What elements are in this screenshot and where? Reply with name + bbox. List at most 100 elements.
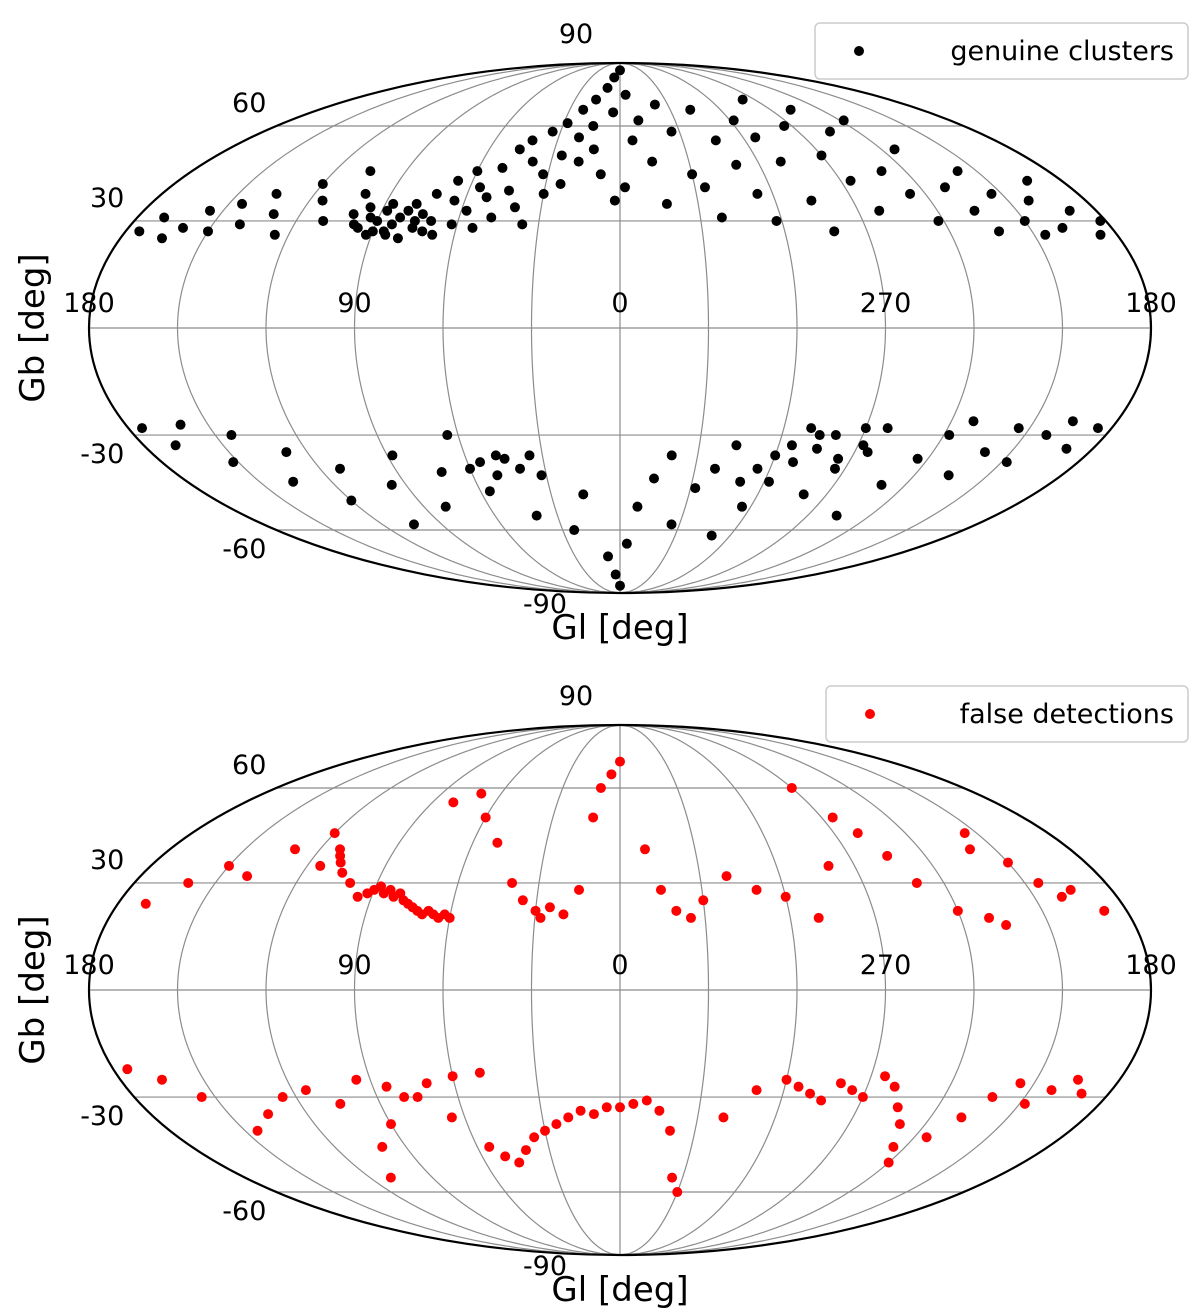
data-point xyxy=(386,1119,397,1130)
data-point xyxy=(751,1085,762,1096)
data-point xyxy=(474,1067,485,1078)
data-point xyxy=(806,423,817,434)
data-point xyxy=(752,463,763,474)
data-point xyxy=(775,156,786,167)
data-point xyxy=(833,453,844,464)
legend: false detections xyxy=(825,685,1189,743)
data-point xyxy=(563,1112,574,1123)
legend-label: genuine clusters xyxy=(950,36,1174,67)
data-point xyxy=(234,219,245,230)
data-point xyxy=(788,457,799,468)
data-point xyxy=(591,94,602,105)
data-point xyxy=(627,135,638,146)
data-point xyxy=(271,188,282,199)
data-point xyxy=(640,844,650,855)
data-point xyxy=(228,457,239,468)
x-tick-label: 180 xyxy=(63,950,115,981)
data-point xyxy=(956,1112,967,1123)
data-point xyxy=(731,440,742,451)
data-point xyxy=(606,769,617,780)
data-point xyxy=(876,479,887,490)
data-point xyxy=(436,466,447,477)
data-point xyxy=(984,912,995,923)
data-point xyxy=(558,909,569,920)
x-tick-label: 90 xyxy=(337,950,371,981)
data-point xyxy=(654,1105,665,1116)
y-tick-label: -90 xyxy=(523,1251,567,1282)
legend-label: false detections xyxy=(960,699,1174,730)
x-tick-label: 0 xyxy=(611,288,628,319)
data-point xyxy=(1022,175,1033,186)
data-point xyxy=(737,94,748,105)
y-tick-label: -90 xyxy=(523,589,567,620)
y-axis-label: Gb [deg] xyxy=(13,253,53,402)
data-point xyxy=(290,844,301,855)
data-point xyxy=(122,1064,133,1075)
data-point xyxy=(475,182,486,193)
data-point xyxy=(492,470,503,481)
x-tick-label: 180 xyxy=(63,288,115,319)
data-point xyxy=(427,229,438,240)
data-point xyxy=(718,1112,729,1123)
data-point xyxy=(335,463,346,474)
data-point xyxy=(134,226,145,237)
data-point xyxy=(1001,457,1012,468)
data-point xyxy=(536,470,547,481)
data-point xyxy=(529,1132,540,1143)
data-point xyxy=(360,188,371,199)
data-point xyxy=(814,430,825,441)
data-point xyxy=(1041,430,1052,441)
data-point xyxy=(641,1095,652,1106)
y-tick-label: 60 xyxy=(232,750,266,781)
data-point xyxy=(889,144,900,155)
data-point xyxy=(555,179,566,190)
y-tick-label: -60 xyxy=(222,534,266,565)
data-point xyxy=(504,185,515,196)
data-point xyxy=(417,226,428,237)
data-point xyxy=(388,198,399,209)
data-point xyxy=(377,1141,388,1152)
data-point xyxy=(385,1172,396,1183)
data-point xyxy=(574,132,584,143)
data-point xyxy=(845,175,856,186)
data-point xyxy=(574,884,585,895)
data-point xyxy=(852,828,863,839)
data-point xyxy=(237,198,248,209)
data-point xyxy=(387,450,398,461)
data-point xyxy=(588,1109,599,1120)
data-point xyxy=(540,1125,551,1136)
data-point xyxy=(178,222,188,233)
data-point xyxy=(1099,905,1110,916)
data-point xyxy=(943,470,954,481)
y-tick-label: -60 xyxy=(222,1196,266,1227)
data-point xyxy=(1092,423,1103,434)
data-point xyxy=(380,229,391,240)
data-point xyxy=(912,453,923,464)
data-point xyxy=(365,212,376,223)
data-point xyxy=(666,126,677,137)
data-point xyxy=(412,1092,423,1103)
data-point xyxy=(770,450,781,461)
data-point xyxy=(335,844,346,855)
data-point xyxy=(348,209,359,220)
data-point xyxy=(647,156,658,167)
data-point xyxy=(911,877,922,888)
data-point xyxy=(467,222,478,233)
data-point xyxy=(386,479,397,490)
data-point xyxy=(986,188,997,199)
data-point xyxy=(831,510,842,521)
data-point xyxy=(752,188,763,199)
data-point xyxy=(569,525,580,536)
data-point xyxy=(735,476,746,487)
y-tick-label: 90 xyxy=(559,681,593,712)
data-point xyxy=(661,198,672,209)
data-point xyxy=(277,1092,288,1103)
data-point xyxy=(449,195,460,206)
data-point xyxy=(628,1098,639,1109)
data-point xyxy=(183,877,194,888)
data-point xyxy=(578,104,589,115)
y-tick-label: -30 xyxy=(80,1101,124,1132)
x-tick-label: 180 xyxy=(1125,288,1177,319)
legend-box xyxy=(825,685,1189,743)
